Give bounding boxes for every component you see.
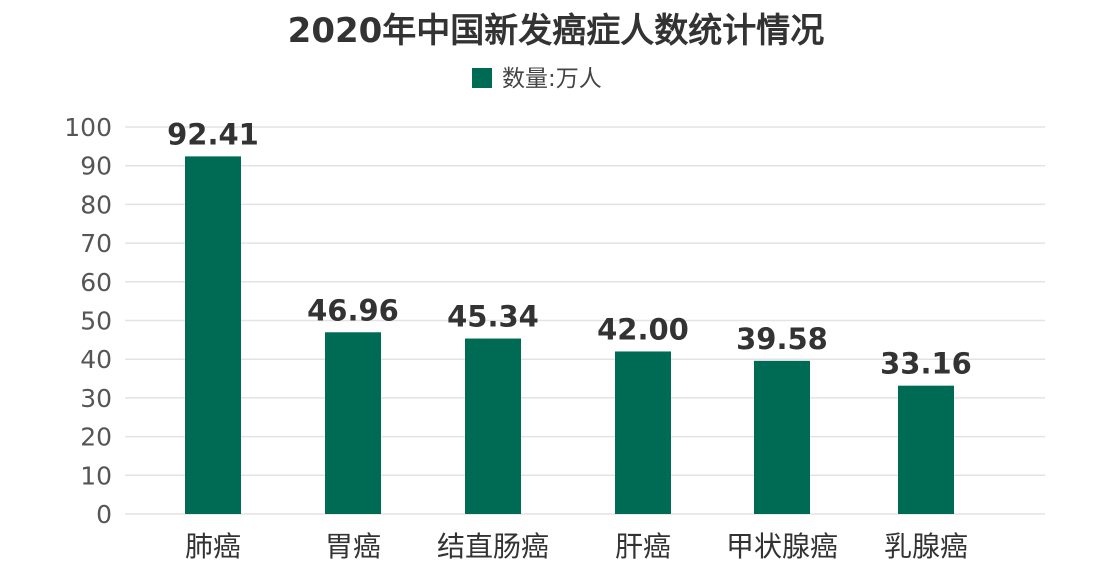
x-tick-label: 结直肠癌 xyxy=(437,530,549,563)
y-tick-label: 40 xyxy=(80,345,112,374)
y-axis-ticks: 0 10 20 30 40 50 60 70 80 90 100 xyxy=(64,113,112,529)
y-tick-label: 100 xyxy=(64,113,112,142)
legend: 数量:万人 xyxy=(472,66,602,92)
bar-3 xyxy=(465,338,521,514)
data-label: 39.58 xyxy=(736,322,828,356)
bar-4 xyxy=(615,351,671,514)
x-axis-ticks: 肺癌 胃癌 结直肠癌 肝癌 甲状腺癌 乳腺癌 xyxy=(185,530,968,563)
bar-1 xyxy=(185,156,241,515)
legend-label: 数量:万人 xyxy=(502,66,602,92)
y-tick-label: 20 xyxy=(80,423,112,452)
chart-title: 2020年中国新发癌症人数统计情况 xyxy=(288,11,825,51)
data-label: 45.34 xyxy=(447,300,539,334)
y-tick-label: 0 xyxy=(96,500,112,529)
y-tick-label: 80 xyxy=(80,190,112,219)
x-tick-label: 胃癌 xyxy=(325,530,381,563)
data-labels: 92.41 46.96 45.34 42.00 39.58 33.16 xyxy=(167,117,972,380)
data-label: 92.41 xyxy=(167,117,259,151)
x-tick-label: 乳腺癌 xyxy=(884,530,968,563)
y-tick-label: 10 xyxy=(80,461,112,490)
x-tick-label: 甲状腺癌 xyxy=(726,530,838,563)
y-tick-label: 30 xyxy=(80,384,112,413)
x-tick-label: 肺癌 xyxy=(185,530,241,563)
bars xyxy=(185,156,954,515)
bar-6 xyxy=(898,385,954,514)
x-tick-label: 肝癌 xyxy=(615,530,671,563)
bar-2 xyxy=(325,332,381,514)
gridlines xyxy=(125,126,1045,515)
y-tick-label: 50 xyxy=(80,307,112,336)
data-label: 42.00 xyxy=(597,312,689,346)
bar-5 xyxy=(754,360,810,514)
y-tick-label: 60 xyxy=(80,268,112,297)
y-tick-label: 90 xyxy=(80,152,112,181)
data-label: 33.16 xyxy=(880,347,972,381)
y-tick-label: 70 xyxy=(80,229,112,258)
data-label: 46.96 xyxy=(307,293,399,327)
legend-swatch xyxy=(472,68,492,88)
